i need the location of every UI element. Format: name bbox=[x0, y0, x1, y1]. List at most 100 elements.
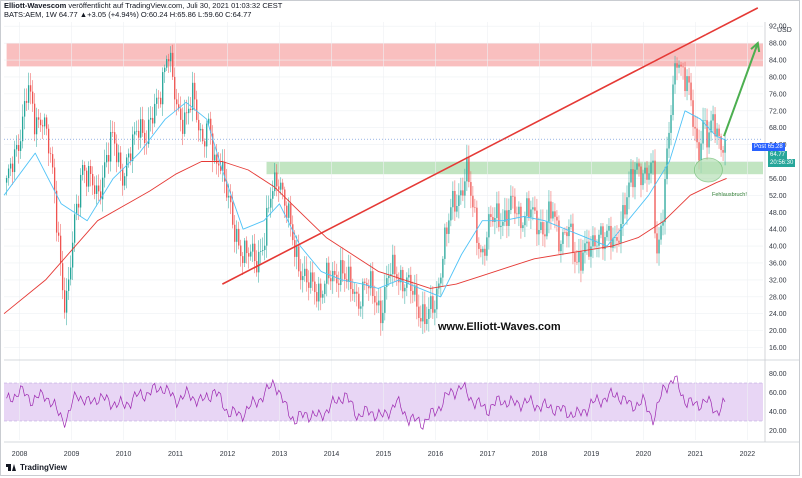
candle-body bbox=[324, 283, 326, 295]
candle-body bbox=[250, 251, 252, 257]
candle-body bbox=[88, 166, 90, 187]
candle-body bbox=[254, 243, 256, 262]
rsi-layer bbox=[6, 375, 726, 430]
candle-body bbox=[370, 271, 372, 289]
year-tick-label: 2008 bbox=[12, 451, 28, 458]
candle-body bbox=[466, 156, 468, 182]
candle-body bbox=[560, 243, 562, 252]
candle-body bbox=[674, 63, 676, 85]
candle-body bbox=[478, 242, 480, 249]
price-tick-label: 80.00 bbox=[769, 74, 787, 81]
candle-body bbox=[260, 251, 262, 252]
candle-body bbox=[192, 82, 194, 111]
candle-body bbox=[638, 163, 640, 167]
candle-body bbox=[632, 169, 634, 188]
tradingview-logo-text: TradingView bbox=[20, 463, 67, 472]
candle-body bbox=[83, 165, 86, 171]
candle-body bbox=[65, 290, 68, 313]
candle-body bbox=[426, 319, 428, 325]
candle-body bbox=[516, 213, 518, 215]
candle-body bbox=[574, 253, 576, 262]
candle-body bbox=[690, 82, 692, 101]
candle-body bbox=[662, 222, 664, 226]
candle-body bbox=[438, 283, 440, 289]
price-tick-label: 44.00 bbox=[769, 227, 787, 234]
candle-body bbox=[562, 232, 564, 244]
candle-body bbox=[162, 72, 164, 105]
candle-body bbox=[706, 120, 708, 148]
candle-body bbox=[280, 182, 282, 190]
candle-body bbox=[708, 132, 710, 148]
candle-body bbox=[73, 214, 76, 243]
candle-body bbox=[448, 220, 450, 234]
candle-body bbox=[158, 97, 160, 99]
candle-body bbox=[188, 108, 190, 114]
candle-body bbox=[138, 130, 140, 138]
candle-body bbox=[538, 230, 540, 235]
candle-body bbox=[49, 153, 52, 155]
candle-body bbox=[51, 154, 54, 168]
candle-body bbox=[684, 67, 686, 92]
candle-body bbox=[124, 176, 126, 186]
candle-body bbox=[344, 273, 346, 280]
candle-body bbox=[504, 210, 506, 222]
candle-body bbox=[318, 283, 320, 302]
candle-body bbox=[704, 120, 706, 121]
candle-body bbox=[722, 150, 724, 153]
candle-body bbox=[630, 169, 632, 183]
year-tick-label: 2022 bbox=[740, 451, 756, 458]
candle-body bbox=[7, 168, 10, 179]
candle-body bbox=[582, 252, 584, 271]
candle-body bbox=[236, 228, 238, 242]
candle-body bbox=[600, 226, 602, 235]
candle-body bbox=[362, 281, 364, 307]
candle-body bbox=[372, 271, 374, 297]
candle-body bbox=[456, 205, 458, 212]
candle-body bbox=[350, 266, 352, 290]
candle-body bbox=[292, 224, 294, 241]
price-tick-label: 72.00 bbox=[769, 108, 787, 115]
candle-body bbox=[604, 237, 606, 250]
year-tick-label: 2014 bbox=[324, 451, 340, 458]
year-tick-label: 2021 bbox=[688, 451, 704, 458]
candle-body bbox=[204, 141, 206, 147]
candle-body bbox=[680, 64, 682, 67]
support-zone bbox=[266, 161, 763, 175]
candle-body bbox=[526, 198, 528, 217]
candle-body bbox=[334, 271, 336, 275]
candle-body bbox=[166, 59, 168, 68]
candle-body bbox=[686, 76, 688, 92]
candle-body bbox=[724, 139, 726, 153]
candle-body bbox=[558, 220, 560, 252]
tradingview-logo[interactable]: TradingView bbox=[6, 463, 67, 472]
candle-body bbox=[336, 274, 338, 284]
tradingview-logo-icon bbox=[6, 464, 17, 471]
candle-body bbox=[564, 232, 566, 233]
candle-body bbox=[424, 304, 426, 325]
candle-body bbox=[300, 271, 302, 281]
candle-body bbox=[698, 142, 700, 161]
candle-body bbox=[100, 191, 102, 200]
candle-body bbox=[366, 282, 368, 286]
candle-body bbox=[676, 63, 678, 68]
candles-layer bbox=[5, 44, 726, 336]
candle-body bbox=[35, 117, 38, 135]
candle-body bbox=[75, 203, 78, 215]
candle-body bbox=[620, 224, 622, 243]
candle-body bbox=[628, 182, 630, 198]
price-tick-label: 40.00 bbox=[769, 244, 787, 251]
candle-body bbox=[552, 211, 554, 219]
candle-body bbox=[668, 132, 670, 149]
candle-body bbox=[180, 108, 182, 120]
candle-body bbox=[57, 232, 60, 236]
candle-body bbox=[23, 101, 26, 117]
year-tick-label: 2011 bbox=[168, 451, 183, 458]
candle-body bbox=[498, 203, 500, 228]
candle-body bbox=[130, 153, 132, 161]
candle-body bbox=[672, 84, 674, 116]
candle-body bbox=[636, 163, 638, 170]
candle-body bbox=[666, 148, 668, 180]
candle-body bbox=[694, 126, 696, 129]
candle-body bbox=[486, 237, 488, 256]
